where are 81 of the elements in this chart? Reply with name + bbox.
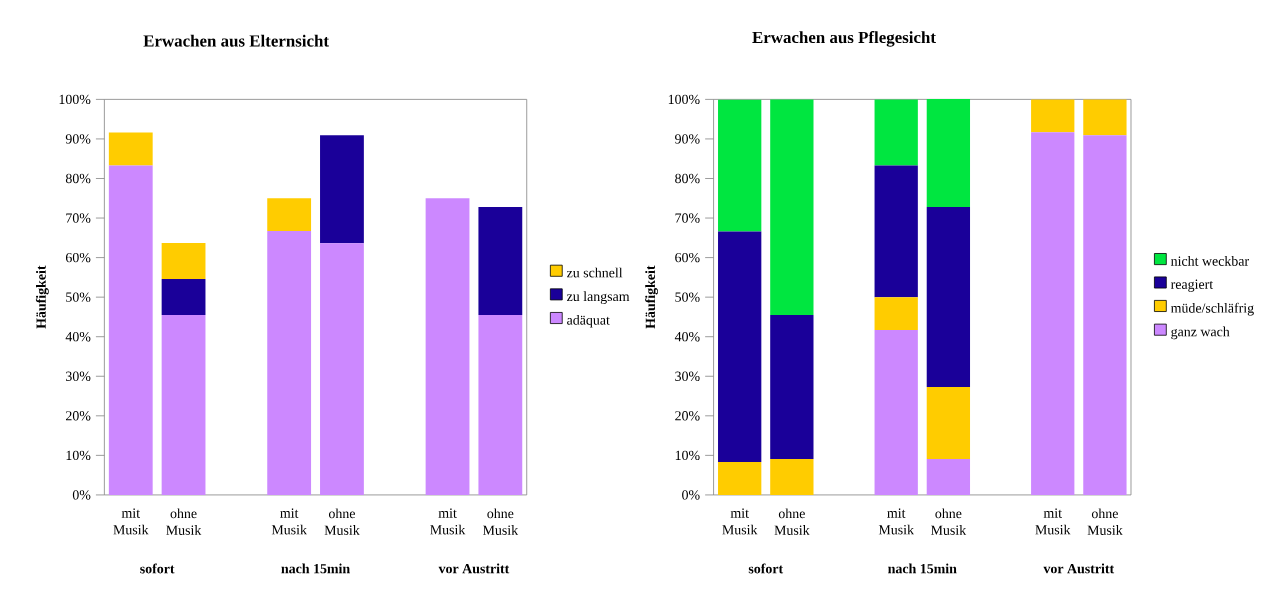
bar (874, 297, 918, 330)
legend-label: reagiert (1170, 279, 1214, 292)
bar (718, 99, 762, 232)
bar (1083, 135, 1127, 495)
bar (1031, 99, 1075, 133)
y-tick-label: 30% (66, 371, 91, 381)
y-tick-label: 90% (65, 134, 91, 144)
bar (874, 329, 918, 495)
y-tick-label: 10% (66, 450, 91, 460)
bar (1083, 99, 1127, 136)
x-tick-label: ohne Musik (774, 508, 810, 535)
x-tick-label: ohne Musik (324, 508, 360, 535)
legend-label: ganz wach (1171, 326, 1230, 340)
bar (320, 135, 364, 244)
bar (874, 165, 918, 298)
bar (478, 314, 523, 495)
bar (161, 242, 206, 279)
text: sofort (140, 563, 175, 574)
y-tick-label: 10% (675, 450, 700, 460)
text: nach 15min (281, 563, 350, 574)
bar (161, 278, 206, 315)
bar (478, 206, 523, 315)
x-tick-label: ohne Musik (166, 508, 202, 535)
y-tick-label: 80% (675, 173, 700, 184)
y-tick-label: 90% (675, 134, 700, 144)
bar (718, 461, 762, 495)
legend-label: zu langsam (566, 291, 630, 304)
bar (425, 198, 470, 495)
x-tick-label: ohne Musik (482, 508, 519, 535)
bar (770, 458, 814, 495)
y-tick-label: 0% (682, 490, 700, 500)
bar (926, 98, 971, 207)
bar (926, 386, 971, 459)
text: vor Austritt (1043, 563, 1115, 574)
bar (1031, 132, 1075, 495)
bar (267, 198, 312, 231)
legend-label: nicht weckbar (1170, 255, 1249, 266)
bar (161, 314, 206, 495)
y-tick-label: 0% (72, 490, 91, 500)
bar (108, 165, 153, 495)
bar (267, 230, 312, 495)
y-tick-label: 70% (675, 213, 700, 223)
x-tick-label: mit Musik (113, 508, 149, 535)
y-tick-label: 60% (675, 252, 700, 263)
y-tick-label: 60% (65, 252, 91, 263)
bar (770, 314, 814, 459)
x-tick-label: mit Musik (271, 508, 307, 535)
legend-label: zu schnell (566, 267, 623, 278)
text: nach 15min (888, 563, 957, 574)
y-tick-label: 40% (65, 331, 91, 342)
y-tick-label: 20% (675, 410, 700, 421)
y-tick-label: 20% (66, 410, 91, 421)
bar (874, 99, 918, 166)
text: vor Austritt (438, 563, 510, 574)
y-tick-label: 80% (65, 173, 91, 184)
y-tick-label: 50% (675, 292, 700, 302)
x-tick-label: mit Musik (722, 508, 758, 535)
bar (108, 132, 153, 166)
bar (926, 206, 971, 387)
y-tick-label: 100% (668, 94, 700, 104)
bar (770, 99, 814, 315)
x-tick-label: ohne Musik (931, 508, 967, 535)
x-tick-label: mit Musik (878, 508, 914, 535)
y-tick-label: 100% (59, 94, 91, 104)
bar (320, 243, 364, 495)
chart-title: Erwachen aus Pflegesicht (752, 30, 936, 47)
legend-label: müde/schläfrig (1170, 302, 1254, 316)
y-tick-label: 50% (66, 292, 91, 302)
y-tick-label: 30% (675, 371, 700, 381)
bar (718, 231, 762, 462)
y-tick-label: 40% (674, 331, 700, 342)
x-tick-label: mit Musik (430, 508, 466, 535)
chart-title: Erwachen aus Elternsicht (143, 34, 329, 47)
x-tick-label: mit Musik (1035, 508, 1071, 535)
y-tick-label: 70% (66, 213, 91, 223)
y-axis-title: Häufigkeit (645, 265, 658, 329)
y-axis-title: Häufigkeit (35, 265, 49, 329)
text: sofort (748, 563, 784, 574)
legend-label: adäquat (567, 314, 610, 328)
bar (926, 458, 971, 495)
x-tick-label: ohne Musik (1087, 508, 1123, 535)
